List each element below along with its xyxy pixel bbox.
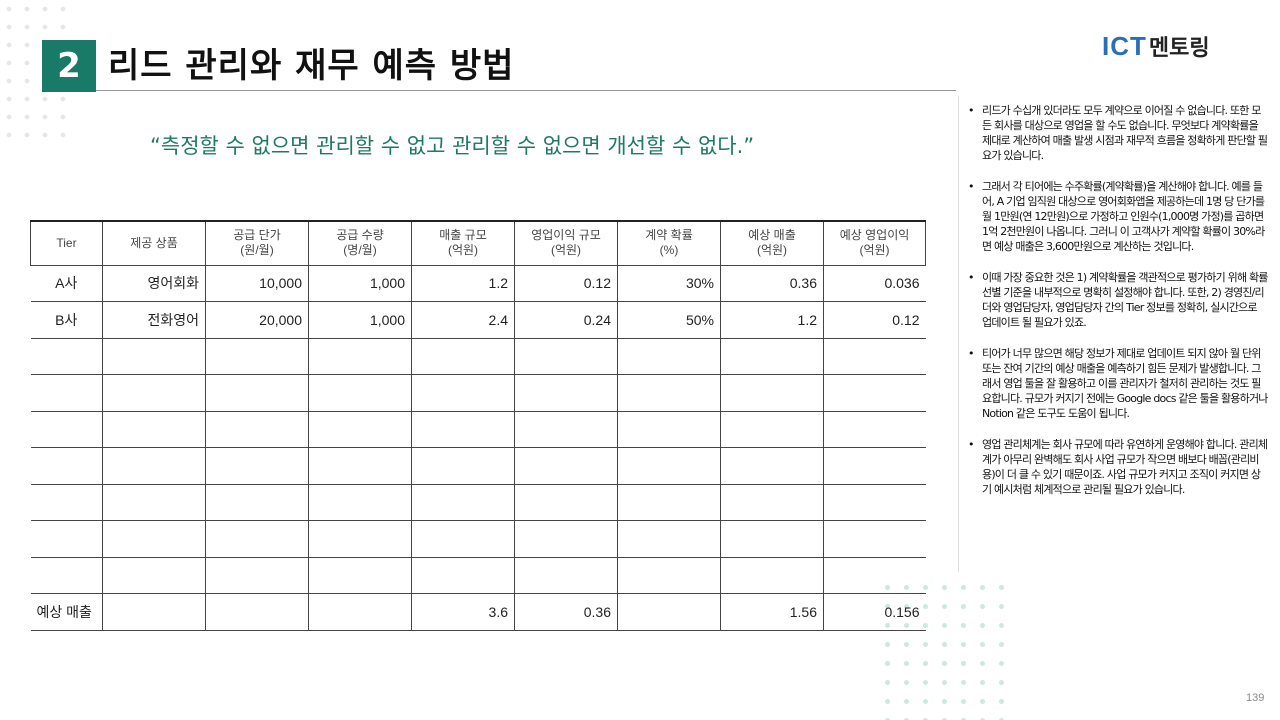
table-row: A사 영어회화 10,000 1,000 1.2 0.12 30% 0.36 0… (30, 264, 926, 302)
table-header-row: Tier 제공 상품 공급 단가 (원/월) 공급 수량 (명/월) 매출 규모… (30, 220, 926, 266)
cell-expected-sales: 1.2 (720, 301, 824, 339)
header-probability: 계약 확률 (%) (617, 220, 721, 266)
column-divider (958, 96, 959, 572)
total-expected-profit: 0.156 (823, 593, 926, 631)
quote-text: “측정할 수 없으면 관리할 수 없고 관리할 수 없으면 개선할 수 없다.” (150, 134, 755, 158)
logo-brand-text: 멘토링 (1148, 36, 1210, 61)
total-label: 예상 매출 (30, 593, 103, 631)
logo: ICT 멘토링 (1102, 30, 1210, 62)
total-row: 예상 매출 3.6 0.36 1.56 0.156 (30, 593, 926, 631)
cell-profit-size: 0.24 (514, 301, 618, 339)
total-sales: 3.6 (411, 593, 515, 631)
list-item-text: 티어가 너무 많으면 해당 정보가 제대로 업데이트 되지 않아 월 단위 또는… (982, 347, 1268, 420)
cell-product: 전화영어 (102, 301, 206, 339)
total-profit: 0.36 (514, 593, 618, 631)
cell-probability: 30% (617, 264, 721, 302)
header-sales-size: 매출 규모 (억원) (411, 220, 515, 266)
bullet-icon: • (968, 104, 975, 117)
cell-product: 영어회화 (102, 264, 206, 302)
cell-sales-size: 1.2 (411, 264, 515, 302)
empty-row (30, 374, 926, 412)
empty-row (30, 556, 926, 594)
cell-probability: 50% (617, 301, 721, 339)
header-expected-profit: 예상 영업이익 (억원) (823, 220, 926, 266)
cell-tier: B사 (30, 301, 103, 339)
cell-sales-size: 2.4 (411, 301, 515, 339)
page-title: 리드 관리와 재무 예측 방법 (108, 46, 515, 86)
empty-row (30, 410, 926, 448)
list-item-text: 리드가 수십개 있더라도 모두 계약으로 이어질 수 없습니다. 또한 모든 회… (982, 104, 1268, 162)
empty-row (30, 447, 926, 485)
list-item: • 그래서 각 티어에는 수주확률(계약확률)을 계산해야 합니다. 예를 들어… (968, 179, 1268, 254)
page-number: 139 (1246, 692, 1265, 704)
cell-expected-sales: 0.36 (720, 264, 824, 302)
cell-profit-size: 0.12 (514, 264, 618, 302)
title-divider (96, 90, 956, 91)
cell-expected-profit: 0.036 (823, 264, 926, 302)
table-row: B사 전화영어 20,000 1,000 2.4 0.24 50% 1.2 0.… (30, 301, 926, 339)
header-expected-sales: 예상 매출 (억원) (720, 220, 824, 266)
header-quantity: 공급 수량 (명/월) (308, 220, 412, 266)
list-item-text: 이때 가장 중요한 것은 1) 계약확률을 객관적으로 평가하기 위해 확률 선… (982, 271, 1268, 329)
header-unit-price: 공급 단가 (원/월) (205, 220, 309, 266)
explanation-list: • 리드가 수십개 있더라도 모두 계약으로 이어질 수 없습니다. 또한 모든… (968, 103, 1268, 513)
cell-unit-price: 10,000 (205, 264, 309, 302)
header-tier: Tier (30, 220, 103, 266)
cell-quantity: 1,000 (308, 264, 412, 302)
list-item-text: 그래서 각 티어에는 수주확률(계약확률)을 계산해야 합니다. 예를 들어, … (982, 180, 1265, 253)
empty-row (30, 483, 926, 521)
list-item: • 영업 관리체계는 회사 규모에 따라 유연하게 운영해야 합니다. 관리체계… (968, 437, 1268, 497)
forecast-table: Tier 제공 상품 공급 단가 (원/월) 공급 수량 (명/월) 매출 규모… (30, 220, 926, 631)
header-profit-size: 영업이익 규모 (억원) (514, 220, 618, 266)
empty-row (30, 520, 926, 558)
list-item-text: 영업 관리체계는 회사 규모에 따라 유연하게 운영해야 합니다. 관리체계가 … (982, 438, 1268, 496)
bullet-icon: • (968, 271, 975, 284)
logo-ict-text: ICT (1102, 31, 1147, 61)
cell-expected-profit: 0.12 (823, 301, 926, 339)
bullet-icon: • (968, 347, 975, 360)
header-product: 제공 상품 (102, 220, 206, 266)
section-number: 2 (42, 40, 96, 92)
bullet-icon: • (968, 438, 975, 451)
cell-quantity: 1,000 (308, 301, 412, 339)
empty-row (30, 337, 926, 375)
cell-tier: A사 (30, 264, 103, 302)
list-item: • 티어가 너무 많으면 해당 정보가 제대로 업데이트 되지 않아 월 단위 … (968, 346, 1268, 421)
list-item: • 리드가 수십개 있더라도 모두 계약으로 이어질 수 없습니다. 또한 모든… (968, 103, 1268, 163)
cell-unit-price: 20,000 (205, 301, 309, 339)
total-expected-sales: 1.56 (720, 593, 824, 631)
bullet-icon: • (968, 180, 975, 193)
list-item: • 이때 가장 중요한 것은 1) 계약확률을 객관적으로 평가하기 위해 확률… (968, 270, 1268, 330)
